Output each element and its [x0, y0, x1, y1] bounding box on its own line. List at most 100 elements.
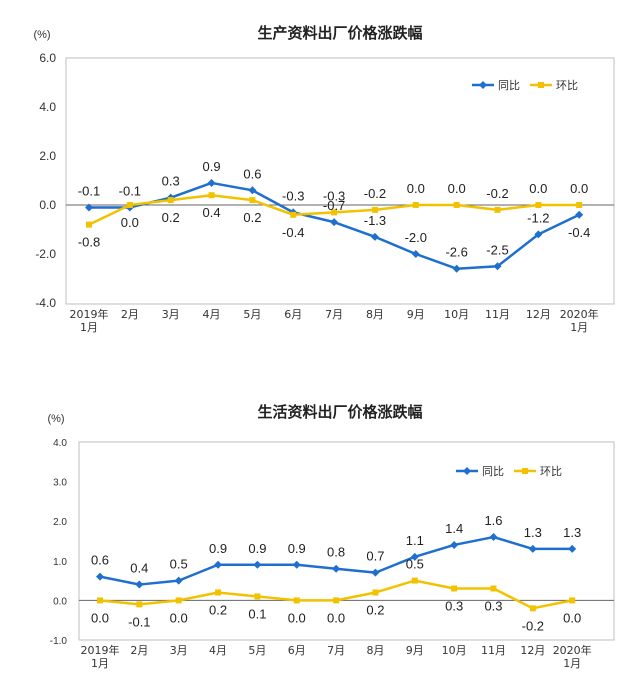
yoy-point-marker	[135, 580, 144, 589]
x-tick-label: 4月	[209, 644, 227, 657]
x-tick-label: 5月	[248, 644, 266, 657]
yoy-point-marker	[248, 186, 257, 195]
x-tick-label-line: 11月	[481, 644, 506, 657]
x-tick-label: 9月	[407, 308, 425, 321]
mom-data-label: 0.4	[203, 205, 221, 220]
x-tick-label: 5月	[243, 308, 261, 321]
yoy-data-label: 0.7	[366, 549, 384, 564]
mom-point-marker	[136, 601, 143, 608]
mom-point-marker	[293, 597, 300, 604]
y-tick-label: -2.0	[35, 247, 56, 261]
y-unit-label: (%)	[33, 29, 50, 41]
mom-data-label: 0.0	[529, 181, 547, 196]
mom-data-label: -0.8	[78, 235, 100, 250]
x-tick-label-line: 2月	[121, 308, 139, 321]
x-tick-label: 2019年 1月	[81, 643, 120, 670]
x-tick-label-line: 1月	[80, 321, 98, 334]
yoy-point-marker	[330, 218, 339, 227]
legend-label: 环比	[540, 465, 562, 478]
x-tick-label: 9月	[406, 644, 424, 657]
x-tick-label-line: 10月	[442, 644, 467, 657]
y-tick-label: -1.0	[50, 636, 68, 647]
mom-point-marker	[333, 597, 340, 604]
yoy-point-marker	[332, 564, 341, 573]
x-tick-label-line: 1月	[570, 321, 588, 334]
mom-data-label: 0.2	[209, 602, 227, 617]
mom-point-marker	[535, 202, 542, 208]
yoy-data-label: -0.7	[323, 198, 345, 213]
mom-point-marker	[490, 585, 497, 592]
legend-marker	[479, 81, 487, 89]
yoy-data-label: -1.3	[364, 213, 386, 228]
x-tick-label-line: 1月	[563, 657, 581, 670]
x-tick-label-line: 9月	[406, 644, 424, 657]
yoy-data-label: -0.1	[119, 183, 141, 198]
x-tick-label: 2019年 1月	[70, 307, 109, 334]
yoy-point-marker	[96, 572, 104, 581]
x-tick-label: 7月	[325, 308, 343, 321]
y-tick-label: 4.0	[53, 438, 67, 449]
mom-data-label: 0.2	[366, 602, 384, 617]
yoy-data-label: -2.6	[445, 245, 467, 260]
x-tick-label: 8月	[366, 308, 384, 321]
yoy-point-marker	[452, 264, 461, 273]
mom-data-label: 0.0	[121, 215, 139, 230]
mom-data-label: 0.0	[570, 181, 588, 196]
mom-data-label: 0.2	[162, 210, 180, 225]
legend-label: 环比	[556, 79, 578, 92]
mom-point-marker	[208, 192, 215, 199]
mom-point-marker	[451, 585, 458, 592]
yoy-data-label: 0.8	[327, 545, 345, 560]
x-tick-label-line: 10月	[444, 308, 469, 321]
mom-data-label: 0.0	[91, 610, 109, 625]
legend: 同比 环比	[472, 79, 578, 92]
yoy-point-marker	[371, 568, 380, 577]
legend-marker	[522, 468, 528, 474]
yoy-point-marker	[493, 262, 502, 271]
yoy-point-marker	[450, 540, 459, 549]
yoy-data-label: 0.4	[130, 561, 148, 576]
x-tick-label-line: 5月	[248, 644, 266, 657]
x-tick-label-line: 7月	[325, 308, 343, 321]
mom-point-marker	[215, 589, 222, 596]
plot-frame	[78, 441, 615, 641]
x-tick-label: 2月	[130, 644, 148, 657]
mom-point-marker	[494, 206, 501, 213]
chart-title: 生活资料出厂价格涨跌幅	[257, 403, 422, 421]
yoy-point-marker	[370, 232, 379, 241]
yoy-data-label: 1.3	[563, 525, 581, 540]
mom-point-marker	[97, 597, 103, 604]
yoy-data-label: 1.4	[445, 521, 463, 536]
legend-label: 同比	[498, 79, 520, 92]
x-tick-label-line: 7月	[327, 644, 345, 657]
yoy-point-marker	[575, 210, 584, 219]
yoy-point-marker	[207, 178, 216, 187]
mom-point-marker	[249, 197, 256, 204]
yoy-data-label: -0.4	[568, 225, 590, 240]
x-tick-label-line: 3月	[162, 308, 180, 321]
mom-point-marker	[372, 589, 379, 596]
x-tick-label: 11月	[481, 644, 506, 657]
x-tick-label: 10月	[442, 644, 467, 657]
mom-data-label: 0.0	[327, 610, 345, 625]
mom-point-marker	[331, 209, 338, 216]
x-tick-label: 2020年 1月	[560, 307, 599, 334]
x-tick-label: 11月	[485, 308, 510, 321]
legend: 同比 环比	[456, 465, 562, 478]
mom-data-label: -0.2	[364, 186, 386, 201]
y-tick-label: 1.0	[53, 557, 67, 568]
yoy-data-label: -1.2	[527, 210, 549, 225]
yoy-data-label: 0.9	[209, 541, 227, 556]
x-tick-label-line: 8月	[366, 644, 384, 657]
x-tick-label-line: 4月	[203, 308, 221, 321]
x-tick-label: 8月	[366, 644, 384, 657]
x-tick-label-line: 12月	[520, 644, 545, 657]
x-tick-label: 3月	[170, 644, 188, 657]
y-tick-label: 2.0	[39, 149, 56, 163]
y-tick-label: 0.0	[39, 198, 56, 212]
x-tick-label-line: 9月	[407, 308, 425, 321]
mom-data-label: 0.0	[563, 610, 581, 625]
yoy-data-label: 0.9	[248, 541, 266, 556]
